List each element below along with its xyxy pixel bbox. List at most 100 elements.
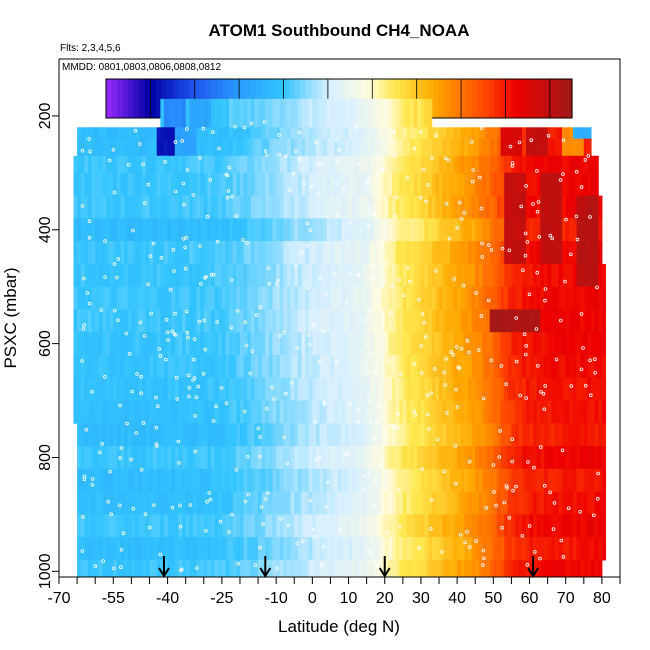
heatmap-cell xyxy=(254,514,259,538)
heatmap-cell xyxy=(283,138,288,157)
heatmap-cell xyxy=(464,309,469,333)
heatmap-cell xyxy=(435,400,440,424)
heatmap-cell xyxy=(486,195,491,219)
sample-marker xyxy=(236,561,241,566)
heatmap-cell xyxy=(326,286,331,310)
sample-marker xyxy=(116,318,120,323)
heatmap-cell xyxy=(355,446,360,470)
heatmap-cell xyxy=(489,286,494,310)
heatmap-cell xyxy=(587,400,592,424)
sample-marker xyxy=(119,446,124,450)
heatmap-cell xyxy=(471,138,476,157)
heatmap-cell xyxy=(272,377,277,402)
heatmap-cell xyxy=(73,286,78,310)
heatmap-cell xyxy=(91,423,96,447)
heatmap-cell xyxy=(95,514,100,538)
heatmap-cell xyxy=(594,468,599,493)
heatmap-cell xyxy=(149,537,154,561)
sample-marker xyxy=(524,396,528,400)
heatmap-cell xyxy=(359,423,364,447)
heatmap-cell xyxy=(446,423,451,447)
sample-marker xyxy=(177,460,181,465)
heatmap-cell xyxy=(167,155,172,174)
heatmap-cell xyxy=(196,491,201,515)
heatmap-cell xyxy=(294,514,299,538)
heatmap-cell xyxy=(399,559,404,578)
heatmap-cell xyxy=(138,446,143,470)
heatmap-cell xyxy=(460,423,465,447)
heatmap-cell xyxy=(294,468,299,493)
heatmap-cell xyxy=(489,355,494,379)
heatmap-cell xyxy=(359,355,364,379)
heatmap-cell xyxy=(344,218,350,242)
heatmap-cell xyxy=(562,127,567,140)
sample-marker xyxy=(149,311,153,316)
heatmap-cell xyxy=(377,309,382,333)
heatmap-cell xyxy=(308,309,313,333)
heatmap-cell xyxy=(515,241,520,265)
heatmap-cell xyxy=(308,241,313,265)
colorbar-cell xyxy=(527,79,534,118)
heatmap-cell xyxy=(449,537,455,561)
heatmap-cell xyxy=(373,263,378,288)
heatmap-cell xyxy=(218,468,223,493)
heatmap-cell xyxy=(80,468,85,493)
sample-marker xyxy=(575,237,580,242)
heatmap-cell xyxy=(576,468,581,493)
heatmap-cell xyxy=(174,514,179,538)
heatmap-cell xyxy=(153,491,158,515)
heatmap-cell xyxy=(471,332,476,356)
heatmap-cell xyxy=(453,241,458,265)
heatmap-cell xyxy=(431,400,436,424)
sample-marker xyxy=(561,172,565,176)
heatmap-cell xyxy=(247,514,252,538)
heatmap-cell xyxy=(515,355,520,379)
heatmap-cell xyxy=(424,263,429,288)
sample-marker xyxy=(289,380,294,385)
heatmap-cell xyxy=(533,241,538,265)
heatmap-cell xyxy=(471,377,476,402)
heatmap-cell xyxy=(330,241,335,265)
heatmap-cell xyxy=(276,127,281,140)
heatmap-cell xyxy=(601,468,607,493)
sample-marker xyxy=(514,359,519,364)
sample-marker xyxy=(242,409,247,414)
heatmap-cell xyxy=(113,286,118,310)
heatmap-cell xyxy=(348,400,353,424)
heatmap-cell xyxy=(536,446,541,470)
heatmap-cell xyxy=(185,537,190,561)
heatmap-cell xyxy=(225,355,230,379)
heatmap-cell xyxy=(330,98,335,128)
heatmap-cell xyxy=(87,400,93,424)
heatmap-cell xyxy=(439,286,444,310)
heatmap-cell xyxy=(511,400,516,424)
heatmap-cell xyxy=(406,468,411,493)
heatmap-cell xyxy=(449,155,455,174)
heatmap-cell xyxy=(308,537,313,561)
heatmap-cell xyxy=(120,468,125,493)
heatmap-cell xyxy=(507,309,512,333)
plot-frame xyxy=(58,58,621,578)
heatmap-cell xyxy=(511,309,516,333)
heatmap-cell xyxy=(87,286,93,310)
heatmap-cell xyxy=(135,332,140,356)
heatmap-cell xyxy=(384,127,389,140)
heatmap-cell xyxy=(120,446,125,470)
heatmap-cell xyxy=(95,138,100,157)
heatmap-cell xyxy=(572,286,578,310)
heatmap-cell xyxy=(475,286,480,310)
heatmap-cell xyxy=(207,514,212,538)
heatmap-cell xyxy=(558,537,563,561)
heatmap-cell xyxy=(522,172,527,197)
heatmap-cell xyxy=(384,263,389,288)
heatmap-cell xyxy=(229,138,234,157)
heatmap-cell xyxy=(428,537,433,561)
heatmap-cell xyxy=(153,286,158,310)
sample-marker xyxy=(185,127,189,131)
heatmap-cell xyxy=(500,491,505,515)
heatmap-cell xyxy=(554,218,559,242)
heatmap-cell xyxy=(424,537,429,561)
heatmap-cell xyxy=(536,537,541,561)
heatmap-cell xyxy=(80,446,85,470)
heatmap-cell xyxy=(113,155,118,174)
